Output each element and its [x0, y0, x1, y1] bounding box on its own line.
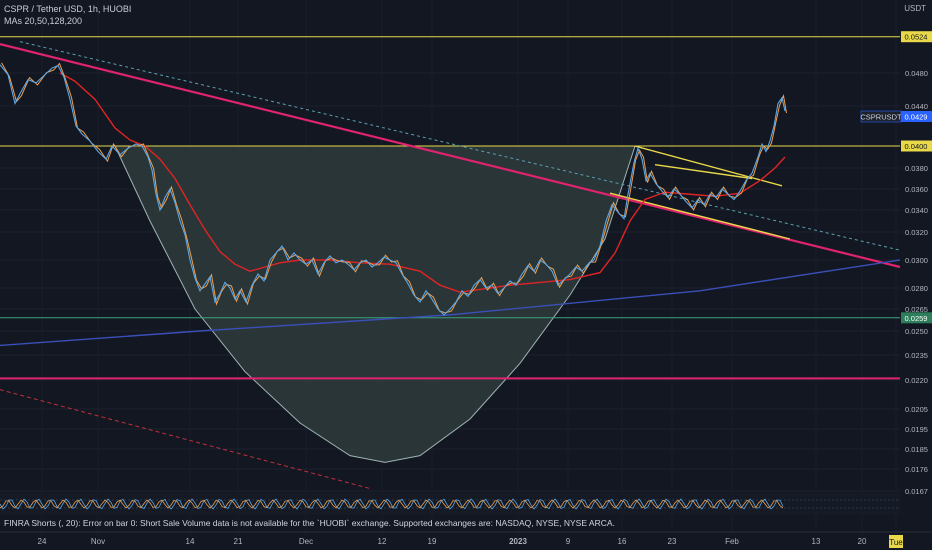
price-tick-label: 0.0167 — [905, 487, 928, 496]
trendline-dotted_teal — [19, 41, 901, 251]
price-tick-label: 0.0265 — [905, 305, 928, 314]
time-tick-label: 24 — [38, 537, 47, 546]
time-tick-label: 9 — [566, 537, 571, 546]
price-tick-label: 0.0380 — [905, 164, 928, 173]
price-tick-label: 0.0250 — [905, 327, 928, 336]
price-tick-label: 0.0440 — [905, 102, 928, 111]
trendline-yellow — [654, 164, 753, 180]
oscillator-line — [0, 498, 784, 510]
trendline-yellow — [609, 192, 791, 240]
price-tick-label: 0.0280 — [905, 284, 928, 293]
price-tick-label: 0.0360 — [905, 185, 928, 194]
time-tick-label: Nov — [91, 537, 105, 546]
price-tick-label: 0.0235 — [905, 351, 928, 360]
price-tick-label: 0.0220 — [905, 376, 928, 385]
price-tick-label: 0.0300 — [905, 256, 928, 265]
time-tick-label: 2023 — [509, 537, 527, 546]
time-axis-background — [0, 532, 932, 550]
price-axis[interactable]: 0.0480 0.0440 0.0400 0.0380 0.0360 0.0340 0.03… — [905, 69, 928, 496]
level-label-background — [901, 312, 932, 324]
trendline-yellow — [634, 145, 783, 187]
price-line — [0, 64, 786, 316]
price-tick-label: 0.0176 — [905, 465, 928, 474]
oscillator-signal-line — [0, 499, 784, 509]
time-tick-label: Dec — [299, 537, 313, 546]
price-tick-label: 0.0320 — [905, 228, 928, 237]
price-tick-label: 0.0195 — [905, 425, 928, 434]
currency-label: USDT — [904, 4, 926, 13]
trendlines — [0, 41, 901, 490]
indicator-error-message: FINRA Shorts (, 20): Error on bar 0: Sho… — [4, 518, 615, 528]
mas-label[interactable]: MAs 20,50,128,200 — [4, 16, 83, 26]
time-tick-label: 19 — [428, 537, 437, 546]
time-tick-label: 14 — [186, 537, 195, 546]
price-line-orange — [1, 62, 787, 314]
current-time-tag — [889, 535, 903, 548]
time-tick-label: Feb — [725, 537, 739, 546]
price-axis-background — [900, 0, 932, 532]
oscillator-background — [0, 493, 900, 515]
level-label-background — [901, 31, 932, 43]
time-tick-label: 16 — [618, 537, 627, 546]
level-label-background — [901, 140, 932, 152]
symbol-tag-label: CSPRUSDT — [860, 113, 902, 122]
trendline-dashed_red — [0, 389, 371, 490]
price-tick-label: 0.0480 — [905, 69, 928, 78]
level-label: 0.0400 — [905, 142, 928, 151]
time-tick-label: 12 — [378, 537, 387, 546]
horizontal-levels — [0, 36, 900, 380]
symbol-price-tag: CSPRUSDT 0.0429 — [860, 110, 932, 123]
trendline-blue — [0, 259, 901, 347]
trendline-magenta — [0, 43, 901, 269]
time-tick-label: Tue — [889, 538, 903, 547]
level-label: 0.0259 — [905, 314, 928, 323]
price-tick-label: 0.0340 — [905, 206, 928, 215]
chart-title: CSPR / Tether USD, 1h, HUOBI — [4, 4, 132, 14]
time-tick-label: 23 — [668, 537, 677, 546]
oscillator-panel — [0, 493, 900, 515]
price-tick-label: 0.0205 — [905, 405, 928, 414]
last-price-label: 0.0429 — [905, 113, 928, 122]
time-axis[interactable]: 24 Nov 14 21 Dec 12 19 2023 9 16 23 Feb 13 20 Tue — [38, 535, 904, 548]
time-tick-label: 13 — [812, 537, 821, 546]
price-tick-label: 0.0185 — [905, 445, 928, 454]
level-label: 0.0524 — [905, 33, 928, 42]
time-tick-label: 20 — [858, 537, 867, 546]
time-tick-label: 21 — [234, 537, 243, 546]
level-labels: 0.0524 0.0400 0.0259 — [901, 31, 932, 324]
